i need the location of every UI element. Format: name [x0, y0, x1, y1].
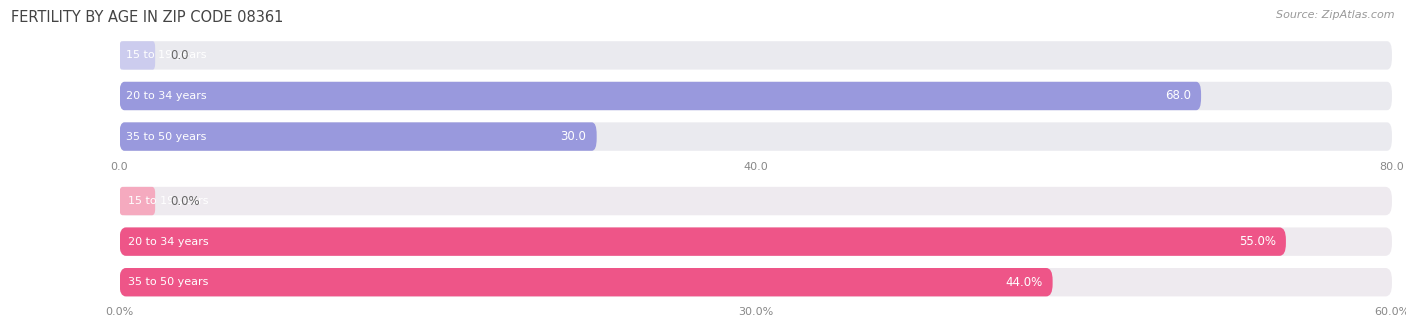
FancyBboxPatch shape [120, 268, 1392, 296]
FancyBboxPatch shape [120, 227, 1392, 256]
Text: 15 to 19 years: 15 to 19 years [127, 50, 207, 61]
Text: Source: ZipAtlas.com: Source: ZipAtlas.com [1277, 10, 1395, 20]
Text: 68.0: 68.0 [1166, 89, 1191, 103]
Text: 0.0%: 0.0% [170, 195, 200, 208]
Text: 30.0: 30.0 [561, 130, 586, 143]
FancyBboxPatch shape [120, 41, 1392, 70]
Text: 35 to 50 years: 35 to 50 years [128, 277, 208, 287]
Text: 20 to 34 years: 20 to 34 years [128, 237, 208, 247]
Text: 35 to 50 years: 35 to 50 years [127, 131, 207, 142]
FancyBboxPatch shape [120, 122, 1392, 151]
FancyBboxPatch shape [120, 122, 596, 151]
FancyBboxPatch shape [120, 187, 1392, 215]
Text: 44.0%: 44.0% [1005, 276, 1042, 289]
FancyBboxPatch shape [120, 82, 1201, 110]
Text: 0.0: 0.0 [170, 49, 188, 62]
FancyBboxPatch shape [120, 268, 1053, 296]
Text: FERTILITY BY AGE IN ZIP CODE 08361: FERTILITY BY AGE IN ZIP CODE 08361 [11, 10, 284, 25]
Text: 20 to 34 years: 20 to 34 years [127, 91, 207, 101]
FancyBboxPatch shape [120, 41, 155, 70]
FancyBboxPatch shape [120, 227, 1286, 256]
Text: 55.0%: 55.0% [1239, 235, 1275, 248]
FancyBboxPatch shape [120, 187, 155, 215]
Text: 15 to 19 years: 15 to 19 years [128, 196, 208, 206]
FancyBboxPatch shape [120, 82, 1392, 110]
